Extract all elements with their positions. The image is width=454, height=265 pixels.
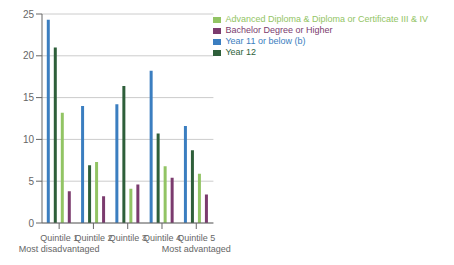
svg-text:Quintile 4: Quintile 4 <box>143 233 181 243</box>
html-text:Most disadvantaged: Most disadvantaged <box>18 244 100 254</box>
svg-text:%: % <box>21 8 30 10</box>
svg-text:15: 15 <box>23 92 35 103</box>
html-text:Advanced Diploma & Diploma or: Advanced Diploma & Diploma or Certificat… <box>225 14 428 24</box>
html-text:Quintile 1: Quintile 1 <box>40 233 79 243</box>
html-text:Year 12: Year 12 <box>225 47 257 57</box>
svg-text:0: 0 <box>28 218 34 229</box>
svg-text:Quintile 5Most advantaged: Quintile 5Most advantaged <box>162 233 231 254</box>
svg-text:Quintile 3: Quintile 3 <box>109 233 147 243</box>
svg-text:10: 10 <box>23 134 35 145</box>
svg-text:5: 5 <box>28 176 34 187</box>
svg-text:Quintile 2: Quintile 2 <box>74 233 112 243</box>
html-text:Year 11 or below (b): Year 11 or below (b) <box>225 36 306 46</box>
svg-text:25: 25 <box>23 9 35 20</box>
html-text:Bachelor Degree or Higher: Bachelor Degree or Higher <box>225 25 333 35</box>
svg-text:20: 20 <box>23 50 35 61</box>
